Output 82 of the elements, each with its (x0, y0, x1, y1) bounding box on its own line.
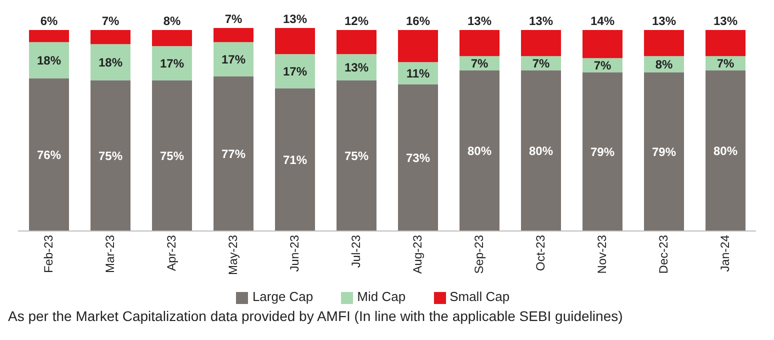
data-label: 18% (36, 53, 62, 68)
bar (460, 70, 500, 231)
data-label: 13% (652, 14, 676, 28)
data-label: 7% (470, 56, 488, 70)
data-label: 17% (221, 52, 246, 66)
legend-label: Mid Cap (357, 289, 406, 304)
x-tick-label: Jul-23 (348, 234, 363, 268)
x-tick-label: Aug-23 (410, 234, 424, 274)
data-label: 7% (594, 58, 612, 72)
bar (90, 30, 130, 44)
bar (214, 42, 254, 76)
bar (152, 46, 192, 80)
bar (706, 70, 746, 231)
bar (706, 30, 746, 56)
x-tick-label: Dec-23 (656, 234, 670, 274)
data-label: 75% (160, 148, 184, 163)
data-label: 7% (532, 56, 550, 70)
data-label: 18% (98, 55, 123, 70)
data-label: 7% (102, 14, 120, 28)
data-label: 17% (282, 64, 308, 78)
data-label: 8% (655, 57, 673, 72)
bar (152, 30, 192, 46)
bar (336, 54, 376, 80)
data-label: 16% (406, 14, 430, 28)
bar (398, 30, 438, 62)
data-label: 73% (406, 150, 430, 165)
bar (460, 30, 500, 56)
x-tick-label: Jun-23 (287, 234, 302, 272)
bar (29, 42, 69, 78)
data-label: 80% (713, 144, 738, 158)
legend-label: Small Cap (450, 289, 510, 304)
x-tick-label: Jan-24 (718, 234, 732, 272)
bar (644, 30, 684, 56)
bar (214, 76, 254, 231)
data-label: 7% (224, 12, 242, 26)
data-label: 8% (163, 14, 181, 28)
x-tick-label: Feb-23 (41, 234, 56, 274)
bar (336, 80, 376, 231)
x-tick-label: Sep-23 (472, 234, 486, 274)
x-tick-label: May-23 (226, 234, 240, 276)
x-tick-label: Oct-23 (533, 234, 548, 272)
bar (644, 72, 684, 231)
bar (582, 72, 622, 231)
data-label: 80% (528, 144, 554, 158)
bar (521, 70, 561, 231)
x-tick-label: Nov-23 (594, 234, 609, 274)
bar (275, 28, 315, 54)
data-label: 14% (590, 14, 615, 28)
data-label: 7% (716, 56, 734, 70)
bar (275, 88, 315, 231)
bar (214, 28, 254, 42)
bar (398, 84, 438, 231)
data-label: 13% (528, 14, 554, 28)
data-label: 75% (98, 148, 123, 163)
bar (90, 44, 130, 80)
data-label: 79% (590, 144, 615, 159)
bar (152, 80, 192, 231)
text: As per the Market Capitalization data provided by AMFI (In line with the applicable SEBI guidelines) (8, 308, 624, 324)
bar (275, 54, 315, 88)
data-label: 6% (40, 14, 58, 28)
data-label: 13% (467, 14, 492, 28)
data-label: 80% (467, 144, 492, 158)
bar (90, 80, 130, 231)
legend-label: Large Cap (252, 289, 314, 304)
data-label: 17% (160, 56, 184, 70)
data-label: 13% (344, 60, 369, 74)
x-tick-label: Apr-23 (164, 234, 178, 272)
bar (29, 78, 69, 231)
data-label: 76% (36, 148, 62, 162)
bar (336, 30, 376, 54)
bar (29, 30, 69, 42)
data-label: 12% (344, 14, 369, 28)
bar (582, 30, 622, 58)
data-label: 75% (344, 148, 369, 163)
x-tick-label: Mar-23 (102, 234, 117, 274)
data-label: 71% (282, 152, 308, 167)
bar (521, 30, 561, 56)
data-label: 13% (282, 12, 308, 26)
data-label: 11% (406, 66, 430, 80)
data-label: 77% (221, 146, 246, 161)
data-label: 13% (713, 14, 738, 28)
data-label: 79% (652, 144, 676, 159)
